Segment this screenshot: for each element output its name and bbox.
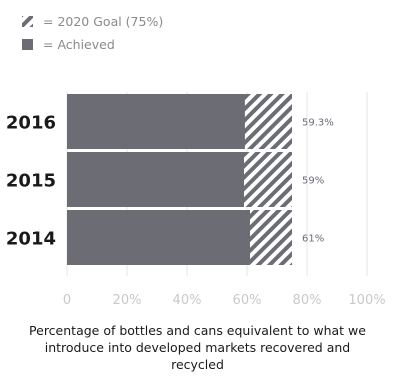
data-label: 61% [302, 234, 324, 245]
achieved-bar [67, 152, 244, 207]
x-tick-label: 0 [63, 293, 71, 308]
category-label: 2015 [6, 171, 56, 192]
x-tick-label: 40% [173, 293, 202, 308]
achieved-bar [67, 210, 250, 265]
data-label: 59% [302, 176, 324, 187]
x-tick-label: 80% [293, 293, 322, 308]
x-tick-label: 20% [113, 293, 142, 308]
legend-achieved-label: = Achieved [43, 37, 115, 52]
x-tick-label: 100% [348, 293, 385, 308]
x-tick-label: 60% [233, 293, 262, 308]
legend-achieved-swatch [22, 39, 33, 50]
category-label: 2014 [6, 229, 56, 250]
chart-caption: Percentage of bottles and cans equivalen… [20, 322, 375, 373]
legend-goal-label: = 2020 Goal (75%) [43, 14, 163, 29]
legend-goal-swatch [22, 16, 33, 27]
category-label: 2016 [6, 113, 56, 134]
data-label: 59.3% [302, 118, 334, 129]
achieved-bar [67, 94, 245, 149]
